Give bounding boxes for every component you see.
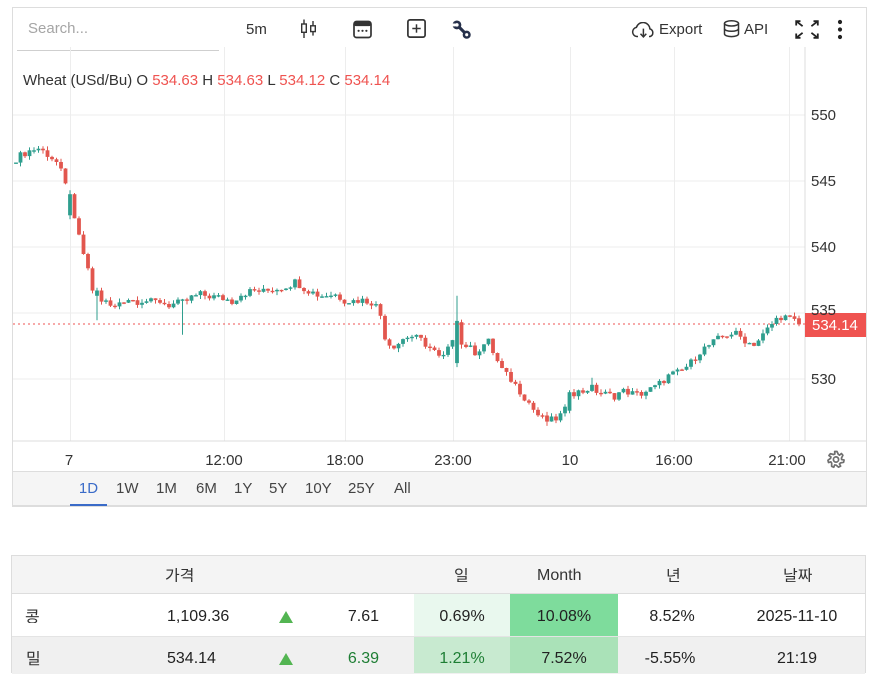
svg-text:530: 530: [811, 371, 836, 388]
svg-text:16:00: 16:00: [655, 452, 693, 469]
svg-text:540: 540: [811, 239, 836, 256]
svg-text:23:00: 23:00: [434, 452, 472, 469]
svg-text:545: 545: [811, 173, 836, 190]
svg-text:550: 550: [811, 107, 836, 124]
svg-text:534.14: 534.14: [812, 317, 858, 334]
svg-text:535: 535: [811, 302, 836, 319]
svg-text:10: 10: [562, 452, 579, 469]
svg-text:7: 7: [65, 452, 73, 469]
svg-text:21:00: 21:00: [768, 452, 806, 469]
svg-text:18:00: 18:00: [326, 452, 364, 469]
svg-text:12:00: 12:00: [205, 452, 243, 469]
